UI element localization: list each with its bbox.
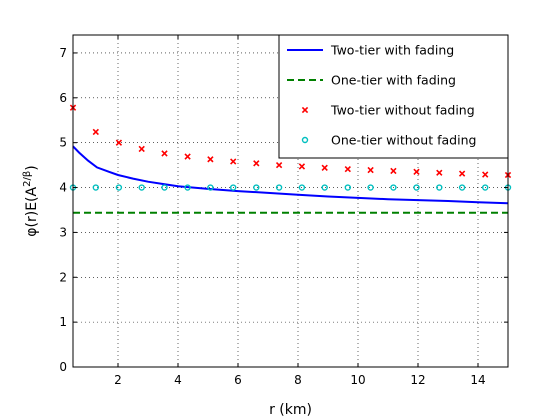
- data-point: [436, 169, 443, 176]
- legend-swatch: [301, 106, 309, 114]
- data-point: [482, 171, 489, 178]
- data-point: [230, 158, 237, 165]
- x-tick-label: 12: [410, 373, 425, 387]
- data-point: [138, 145, 145, 153]
- legend-entry-1: Two-tier with fading: [287, 43, 454, 58]
- y-axis-title-main: φ(r)E(A: [24, 186, 40, 236]
- y-tick-label: 5: [59, 136, 67, 150]
- x-tick-label: 6: [234, 373, 242, 387]
- x-tick-label: 4: [174, 373, 182, 387]
- data-point: [161, 150, 168, 157]
- data-point: [275, 184, 283, 191]
- data-point: [92, 184, 100, 191]
- data-point: [458, 184, 466, 191]
- y-tick-label: 2: [59, 270, 67, 284]
- legend-entry-3: Two-tier without fading: [301, 103, 475, 118]
- data-point: [184, 184, 191, 191]
- data-point: [413, 168, 420, 176]
- legend-label: Two-tier with fading: [330, 43, 454, 58]
- legend-label: One-tier with fading: [331, 73, 456, 88]
- x-tick-label: 8: [294, 373, 302, 387]
- y-tick-label: 4: [59, 181, 67, 195]
- y-tick-label: 6: [59, 91, 67, 105]
- y-tick-label: 1: [59, 315, 67, 329]
- data-point: [344, 165, 351, 173]
- y-tick-label: 0: [59, 360, 67, 374]
- y-axis-title-end: ): [24, 165, 40, 170]
- data-point: [367, 184, 374, 191]
- data-point: [390, 184, 397, 191]
- legend-swatch: [301, 136, 309, 144]
- data-point: [207, 156, 214, 163]
- legend-entry-4: One-tier without fading: [301, 133, 476, 148]
- data-point: [367, 166, 374, 174]
- x-tick-label: 14: [470, 373, 485, 387]
- data-point: [253, 160, 260, 167]
- data-point: [298, 163, 306, 170]
- legend-box: [278, 34, 509, 159]
- legend-label: One-tier without fading: [331, 133, 476, 148]
- data-point: [253, 184, 260, 191]
- data-point: [92, 128, 99, 136]
- data-point: [436, 184, 443, 191]
- grid-lines: [73, 35, 508, 367]
- data-point: [413, 184, 420, 191]
- legend-label: Two-tier without fading: [330, 103, 475, 118]
- legend: Two-tier with fading One-tier with fading…: [278, 34, 509, 159]
- data-point: [458, 170, 466, 177]
- data-point: [207, 184, 214, 191]
- x-tick-label: 2: [114, 373, 122, 387]
- data-point: [298, 184, 306, 191]
- data-point: [390, 167, 397, 175]
- data-point: [482, 184, 489, 191]
- data-point: [321, 164, 328, 171]
- data-point: [138, 184, 145, 191]
- data-point: [161, 184, 168, 191]
- legend-entry-2: One-tier with fading: [287, 73, 456, 88]
- y-tick-label: 3: [59, 225, 67, 239]
- data-point: [344, 184, 351, 191]
- data-point: [229, 184, 237, 191]
- y-axis-title-superscript: 2/β: [22, 171, 33, 187]
- data-point: [275, 161, 283, 169]
- series-4: [69, 184, 512, 191]
- legend-entries: Two-tier with fading One-tier with fading…: [287, 43, 476, 148]
- data-point: [184, 153, 191, 160]
- y-axis-title: φ(r)E(A2/β): [22, 165, 40, 236]
- x-tick-label: 10: [350, 373, 365, 387]
- y-tick-label: 7: [59, 46, 67, 60]
- data-point: [115, 139, 123, 146]
- x-axis-title: r (km): [269, 402, 312, 418]
- data-point: [115, 184, 123, 191]
- data-point: [321, 184, 328, 191]
